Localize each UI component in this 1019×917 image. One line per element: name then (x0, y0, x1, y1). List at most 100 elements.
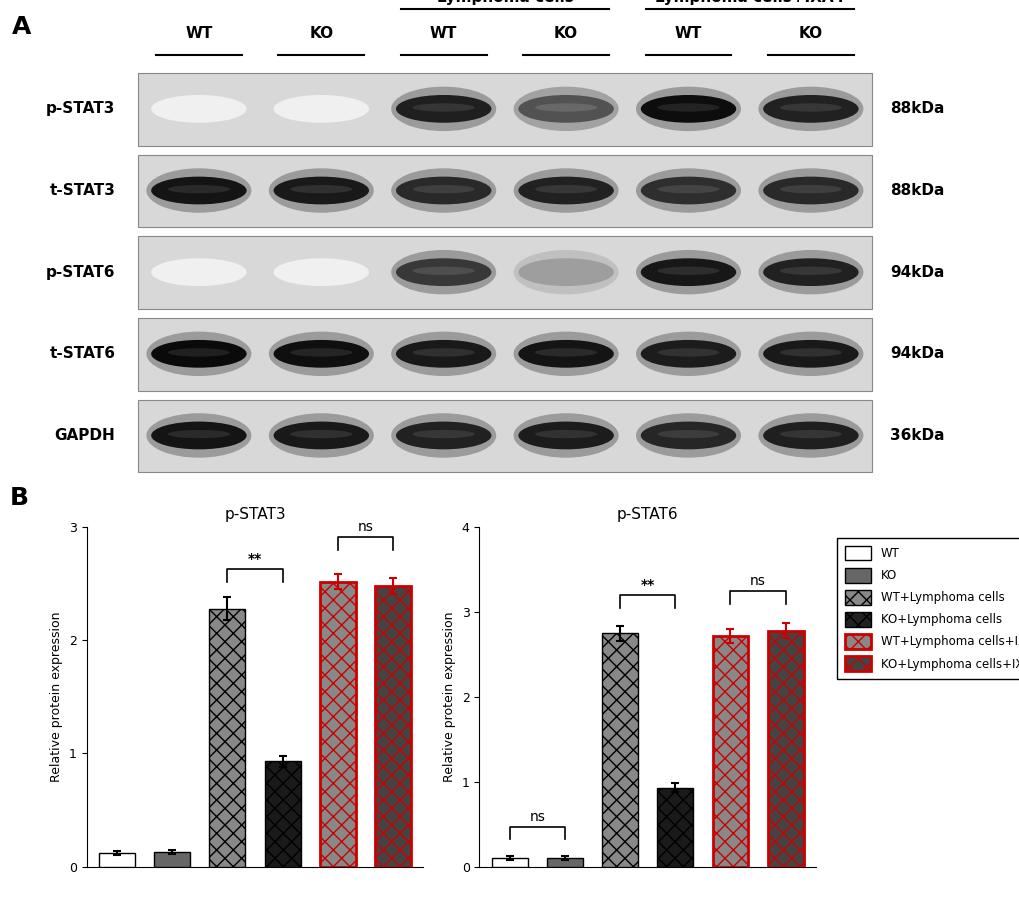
Ellipse shape (395, 177, 491, 204)
Text: 88kDa: 88kDa (890, 102, 944, 116)
Ellipse shape (640, 177, 736, 204)
Ellipse shape (395, 340, 491, 368)
Ellipse shape (518, 95, 613, 123)
Text: **: ** (248, 552, 262, 566)
Ellipse shape (657, 267, 718, 275)
Ellipse shape (147, 332, 251, 376)
Ellipse shape (636, 250, 740, 294)
Ellipse shape (168, 348, 229, 357)
Title: p-STAT3: p-STAT3 (224, 507, 285, 522)
Title: p-STAT6: p-STAT6 (616, 507, 678, 522)
Ellipse shape (762, 259, 858, 286)
Ellipse shape (636, 332, 740, 376)
Text: 94kDa: 94kDa (890, 347, 944, 361)
Ellipse shape (168, 185, 229, 193)
Bar (767, 631, 803, 867)
Text: ns: ns (529, 810, 545, 823)
Ellipse shape (636, 87, 740, 131)
Ellipse shape (514, 169, 618, 213)
Ellipse shape (151, 95, 247, 123)
Ellipse shape (535, 185, 596, 193)
Ellipse shape (640, 95, 736, 123)
Ellipse shape (273, 422, 369, 449)
Ellipse shape (290, 348, 352, 357)
Ellipse shape (391, 169, 495, 213)
Ellipse shape (514, 87, 618, 131)
Ellipse shape (758, 332, 862, 376)
Text: 88kDa: 88kDa (890, 183, 944, 198)
Ellipse shape (535, 430, 596, 438)
Ellipse shape (640, 422, 736, 449)
Ellipse shape (413, 185, 474, 193)
Ellipse shape (657, 348, 718, 357)
Ellipse shape (147, 169, 251, 213)
Bar (320, 581, 356, 867)
Bar (712, 635, 748, 867)
Ellipse shape (151, 340, 247, 368)
Ellipse shape (518, 422, 613, 449)
Ellipse shape (758, 87, 862, 131)
Ellipse shape (168, 430, 229, 438)
Text: WT: WT (430, 27, 457, 41)
Ellipse shape (758, 250, 862, 294)
Ellipse shape (514, 414, 618, 458)
Ellipse shape (780, 267, 841, 275)
Bar (138, 73, 871, 146)
Ellipse shape (391, 332, 495, 376)
Bar (601, 634, 638, 867)
Bar (491, 858, 527, 867)
Text: GAPDH: GAPDH (54, 428, 115, 443)
Bar (209, 609, 246, 867)
Ellipse shape (762, 422, 858, 449)
Ellipse shape (657, 430, 718, 438)
Ellipse shape (290, 185, 352, 193)
Ellipse shape (273, 177, 369, 204)
Text: **: ** (640, 579, 654, 592)
Ellipse shape (780, 348, 841, 357)
Ellipse shape (273, 259, 369, 286)
Ellipse shape (780, 185, 841, 193)
Text: Lymphoma cells: Lymphoma cells (436, 0, 573, 5)
Ellipse shape (636, 414, 740, 458)
Ellipse shape (395, 95, 491, 123)
Ellipse shape (518, 259, 613, 286)
Ellipse shape (636, 169, 740, 213)
Ellipse shape (758, 414, 862, 458)
Text: KO: KO (798, 27, 822, 41)
Ellipse shape (780, 104, 841, 112)
Ellipse shape (535, 348, 596, 357)
Ellipse shape (395, 422, 491, 449)
Bar (546, 858, 582, 867)
Ellipse shape (269, 414, 373, 458)
Bar (154, 852, 190, 867)
Ellipse shape (273, 340, 369, 368)
Ellipse shape (290, 430, 352, 438)
Bar (656, 788, 693, 867)
Ellipse shape (151, 422, 247, 449)
Ellipse shape (518, 177, 613, 204)
Text: KO: KO (553, 27, 578, 41)
Ellipse shape (269, 332, 373, 376)
Ellipse shape (762, 177, 858, 204)
Bar (138, 237, 871, 309)
Text: p-STAT3: p-STAT3 (46, 102, 115, 116)
Ellipse shape (640, 340, 736, 368)
Ellipse shape (413, 104, 474, 112)
Y-axis label: Relative protein expression: Relative protein expression (50, 612, 63, 782)
Text: 36kDa: 36kDa (890, 428, 944, 443)
Ellipse shape (147, 414, 251, 458)
Text: KO: KO (309, 27, 333, 41)
Text: p-STAT6: p-STAT6 (46, 265, 115, 280)
Ellipse shape (391, 87, 495, 131)
Ellipse shape (657, 185, 718, 193)
Ellipse shape (640, 259, 736, 286)
Y-axis label: Relative protein expression: Relative protein expression (442, 612, 455, 782)
Ellipse shape (151, 259, 247, 286)
Text: t-STAT3: t-STAT3 (49, 183, 115, 198)
Text: ns: ns (357, 520, 373, 535)
Bar (264, 761, 301, 867)
Text: A: A (12, 15, 32, 39)
Bar (138, 318, 871, 391)
Bar (99, 853, 135, 867)
Ellipse shape (657, 104, 718, 112)
